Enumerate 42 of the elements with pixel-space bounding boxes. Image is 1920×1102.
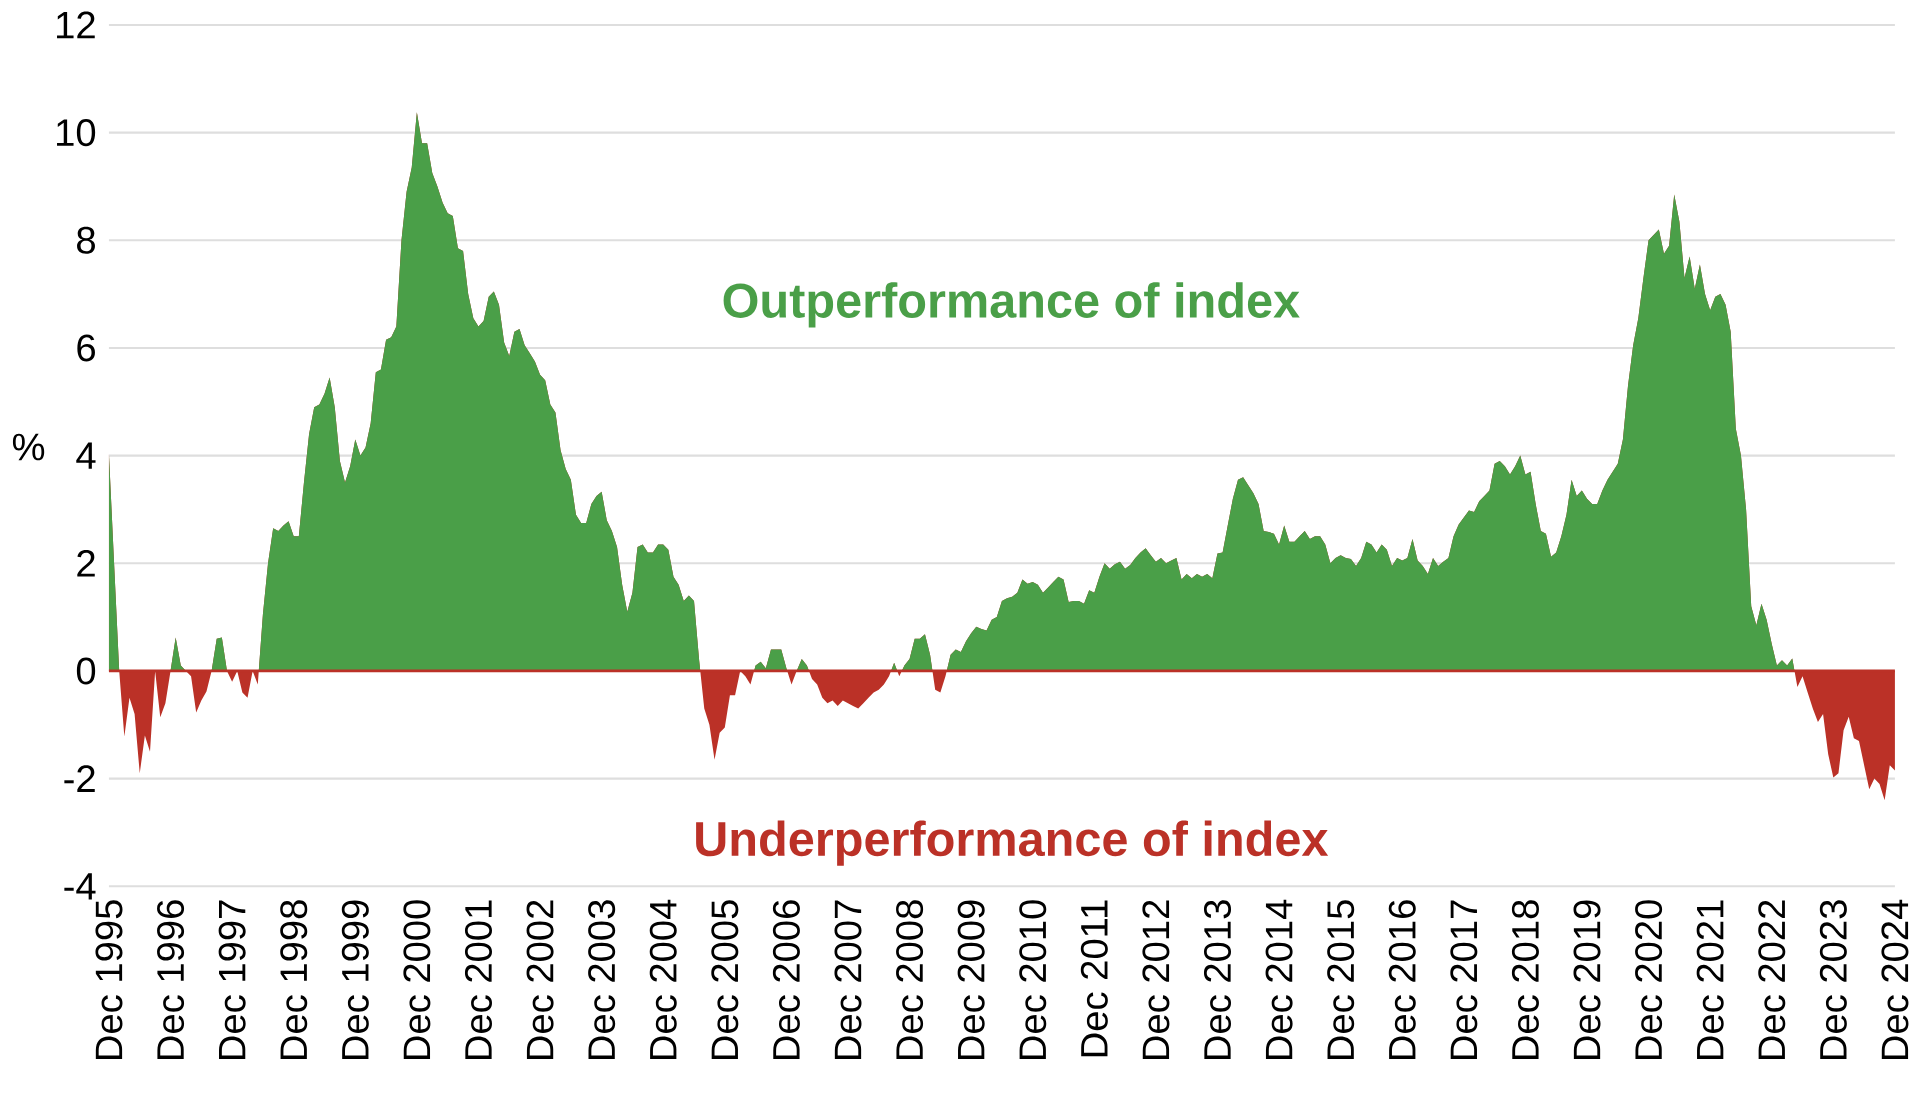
x-tick-label: Dec 2002 [526, 900, 554, 1060]
x-tick-label: Dec 2019 [1573, 900, 1601, 1060]
y-tick-label: 8 [77, 226, 95, 254]
x-tick-label: Dec 2011 [1080, 900, 1108, 1057]
x-tick-label: Dec 2014 [1265, 899, 1293, 1060]
x-tick-label: Dec 2006 [772, 900, 800, 1060]
y-tick-label: 10 [57, 119, 96, 147]
annotation: Outperformance of index [723, 282, 1300, 328]
x-tick-label: Dec 2024 [1881, 899, 1909, 1060]
x-tick-label: Dec 2018 [1511, 900, 1539, 1060]
x-tick-label: Dec 2001 [464, 900, 492, 1060]
x-tick-label: Dec 2004 [649, 899, 677, 1060]
annotation: Underperformance of index [696, 820, 1329, 866]
x-tick-label: Dec 2015 [1327, 900, 1355, 1060]
x-tick-label: Dec 2023 [1819, 900, 1847, 1060]
x-tick-label: Dec 2013 [1203, 900, 1232, 1060]
x-tick-label: Dec 2009 [957, 900, 985, 1060]
x-tick-label: Dec 1996 [157, 900, 185, 1060]
y-tick-label: 12 [57, 11, 95, 39]
x-tick-label: Dec 1998 [280, 900, 308, 1060]
x-tick-label: Dec 1999 [341, 900, 369, 1060]
y-tick-label: 0 [76, 657, 96, 685]
x-tick-label: Dec 2005 [711, 900, 739, 1060]
x-tick-label: Dec 2016 [1388, 900, 1416, 1060]
y-axis-title: % [12, 433, 45, 461]
x-tick-label: Dec 2003 [588, 900, 616, 1060]
x-tick-label: Dec 2012 [1142, 900, 1170, 1060]
x-tick-label: Dec 2008 [896, 900, 924, 1060]
x-tick-label: Dec 2021 [1696, 900, 1724, 1060]
x-tick-label: Dec 1997 [218, 900, 246, 1060]
y-tick-label: -4 [64, 873, 96, 900]
x-tick-label: Dec 2017 [1450, 900, 1478, 1060]
x-tick-label: Dec 2000 [403, 900, 431, 1060]
x-tick-label: Dec 2010 [1019, 900, 1047, 1060]
x-tick-label: Dec 2020 [1635, 900, 1663, 1060]
x-tick-label: Dec 1995 [95, 900, 123, 1060]
y-tick-label: 6 [77, 334, 95, 362]
y-tick-label: 4 [76, 442, 96, 469]
y-tick-label: 2 [77, 550, 95, 577]
x-tick-label: Dec 2007 [834, 900, 862, 1060]
x-tick-label: Dec 2022 [1758, 900, 1786, 1060]
y-tick-label: -2 [64, 765, 95, 793]
